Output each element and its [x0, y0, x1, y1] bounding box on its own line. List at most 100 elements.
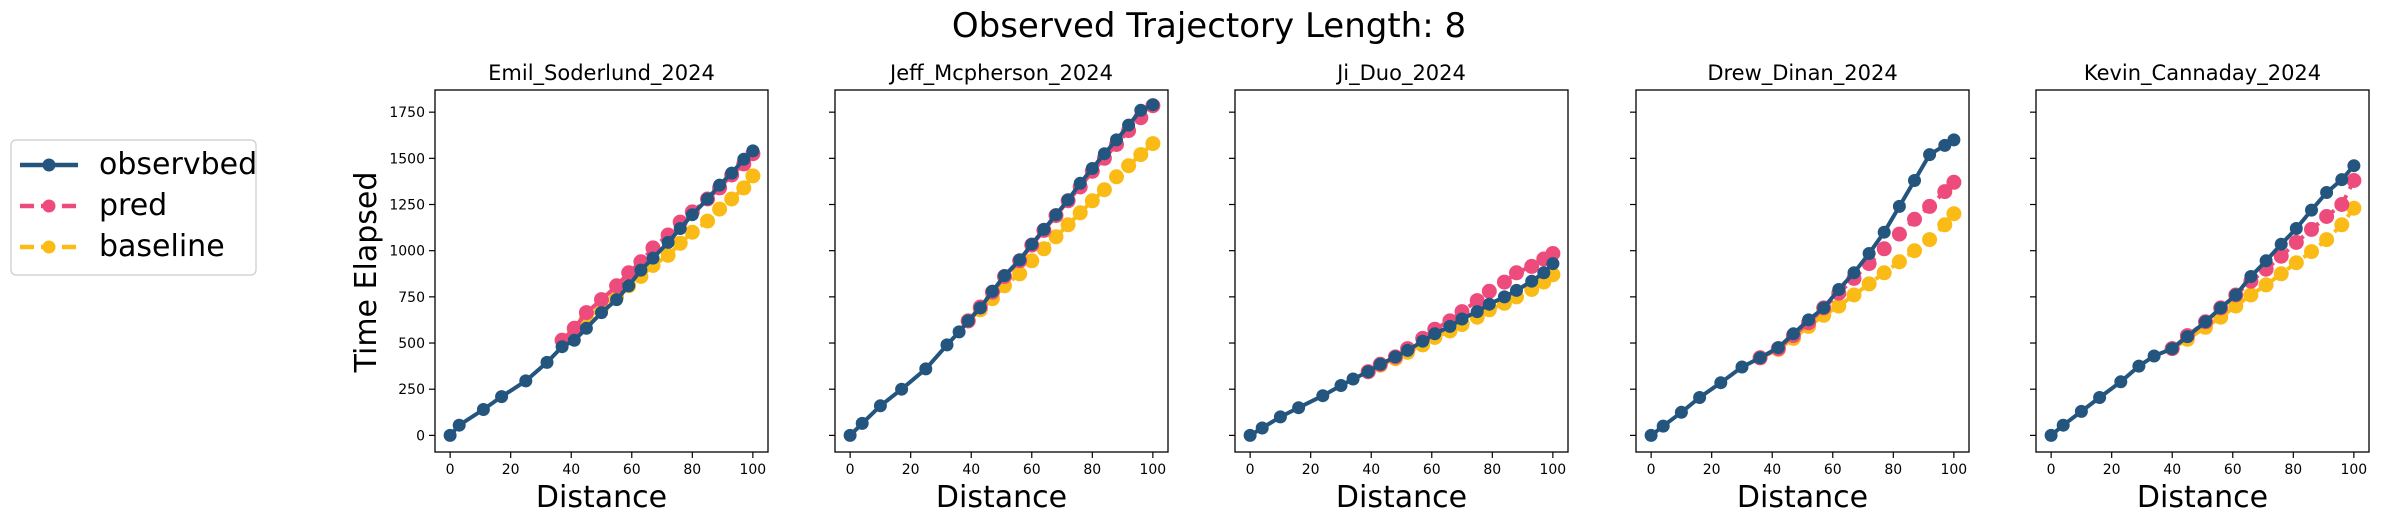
data-point-observed: [579, 321, 593, 335]
data-point-observed: [634, 263, 648, 277]
data-point-observed: [2093, 391, 2107, 404]
data-point-observed: [1243, 428, 1257, 442]
data-point-observed: [998, 269, 1011, 283]
data-point-pred: [1907, 211, 1922, 227]
data-point-pred: [594, 292, 609, 308]
data-point-baseline: [684, 224, 700, 240]
data-point-baseline: [2319, 232, 2335, 248]
legend-marker-observed: [42, 158, 56, 172]
x-tick-label: 100: [2340, 462, 2367, 478]
data-point-observed: [1373, 357, 1387, 371]
data-point-pred: [1937, 184, 1953, 200]
x-tick-label: 40: [2163, 462, 2181, 478]
data-point-observed: [985, 284, 999, 298]
data-point-pred: [1891, 226, 1907, 242]
data-point-baseline: [2346, 200, 2362, 216]
data-point-observed: [610, 293, 624, 307]
data-point-observed: [1947, 133, 1961, 147]
data-point-observed: [646, 251, 660, 265]
x-tick-label: 100: [1139, 462, 1166, 478]
legend-label-observed: observbed: [99, 147, 257, 182]
subplot-title: Drew_Dinan_2024: [1707, 61, 1897, 86]
series-line-observed: [1249, 262, 1555, 438]
data-point-observed: [919, 362, 933, 376]
data-point-baseline: [1891, 254, 1907, 270]
data-point-observed: [2289, 222, 2303, 235]
y-tick-label: 1750: [389, 105, 425, 121]
data-point-observed: [1510, 283, 1523, 297]
legend-label-pred: pred: [99, 188, 167, 223]
legend-entry-observed: observbed: [20, 147, 257, 182]
x-tick-label: 20: [1703, 462, 1721, 478]
plot-area: [443, 144, 761, 442]
subplot-panel: Ji_Duo_2024 0 20 40 60 80 100 Distance: [1229, 61, 1569, 515]
x-tick-label: 40: [962, 462, 980, 478]
data-point-observed: [1802, 313, 1816, 327]
data-point-observed: [1546, 257, 1560, 271]
data-point-baseline: [1060, 217, 1076, 233]
data-point-baseline: [660, 247, 676, 263]
data-point-baseline: [1048, 229, 1064, 245]
data-point-observed: [1923, 148, 1937, 162]
data-point-observed: [1273, 410, 1287, 424]
shared-y-axis-label: Time Elapsed: [349, 172, 384, 374]
data-point-observed: [843, 428, 857, 442]
data-point-observed: [1292, 401, 1306, 415]
data-point-observed: [2335, 173, 2349, 187]
data-point-pred: [1524, 258, 1540, 274]
axes-frame: [2035, 89, 2370, 453]
axes-frame: [1234, 89, 1569, 453]
data-point-baseline: [724, 191, 740, 207]
data-point-observed: [701, 192, 714, 206]
data-point-observed: [2044, 428, 2058, 442]
data-point-observed: [622, 279, 636, 293]
series-line-observed: [1649, 138, 1955, 437]
subplot-panel: Jeff_Mcpherson_2024 0 20 40 60 80 100 Distance: [829, 61, 1169, 515]
data-point-observed: [1644, 428, 1658, 442]
data-point-observed: [1073, 176, 1087, 190]
data-point-observed: [1085, 162, 1099, 175]
data-point-observed: [2165, 342, 2179, 356]
data-point-baseline: [2334, 217, 2350, 233]
data-point-observed: [2074, 404, 2088, 418]
x-tick-label: 60: [1824, 462, 1842, 478]
subplot-panel: Kevin_Cannaday_2024 0 20 40 60 80 100 Distance: [2030, 61, 2370, 515]
data-point-observed: [1316, 389, 1330, 403]
series-observed: [443, 144, 760, 442]
data-point-observed: [1334, 379, 1348, 392]
data-point-observed: [1735, 360, 1749, 374]
data-point-observed: [1061, 193, 1075, 207]
x-axis-label: Distance: [936, 480, 1067, 515]
data-point-pred: [1481, 283, 1497, 299]
data-point-baseline: [1846, 287, 1862, 303]
series-observed: [2044, 159, 2361, 442]
data-point-observed: [2259, 254, 2273, 268]
data-point-observed: [1674, 405, 1688, 419]
legend-entry-pred: pred: [20, 188, 167, 223]
data-point-observed: [1037, 222, 1051, 236]
data-point-observed: [519, 374, 533, 388]
legend-marker-pred: [42, 199, 56, 213]
data-point-baseline: [700, 213, 715, 229]
data-point-baseline: [1937, 217, 1953, 233]
data-point-observed: [452, 418, 466, 432]
data-point-observed: [555, 340, 569, 354]
data-point-baseline: [1907, 243, 1922, 259]
data-point-observed: [1134, 103, 1148, 117]
data-point-observed: [1255, 421, 1269, 435]
data-point-pred: [1469, 293, 1485, 309]
data-point-observed: [1497, 290, 1511, 304]
data-point-pred: [1509, 265, 1524, 281]
legend-entry-baseline: baseline: [20, 229, 225, 264]
data-point-baseline: [1121, 158, 1137, 174]
data-point-pred: [2273, 248, 2289, 264]
subplot-title: Ji_Duo_2024: [1335, 61, 1466, 86]
data-point-baseline: [2228, 298, 2244, 314]
data-point-observed: [1122, 118, 1136, 132]
data-point-baseline: [1946, 206, 1962, 222]
plot-area: [2044, 159, 2362, 442]
data-point-observed: [1908, 174, 1921, 187]
data-point-observed: [685, 208, 699, 222]
